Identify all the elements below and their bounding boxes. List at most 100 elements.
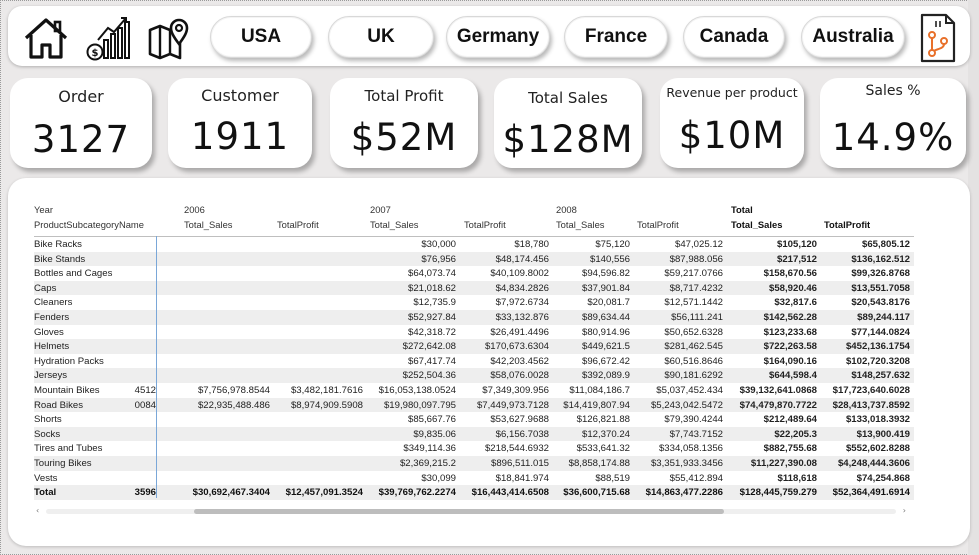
cell-s07: $16,053,138.0524 — [378, 385, 456, 396]
cell-p08: $14,863,477.2286 — [645, 487, 723, 499]
cell-pt: $99,326.8768 — [851, 268, 910, 280]
cell-st: $158,670.56 — [763, 268, 817, 280]
col-header-profit-2007[interactable]: TotalProfit — [464, 219, 506, 230]
cell-s06: $30,692,467.3404 — [192, 487, 270, 499]
finance-chart-icon[interactable]: $ — [84, 14, 132, 62]
cell-p06: $12,457,091.3524 — [285, 487, 363, 499]
row-label: Helmets — [34, 341, 70, 353]
cell-s07: $19,980,097.795 — [383, 399, 456, 411]
table-row[interactable]: Helmets $272,642.08 $170,673.6304 $449,621.… — [34, 339, 914, 354]
cell-s08: $75,120 — [595, 239, 630, 250]
table-row[interactable]: Vests $30,099 $18,841.974 $88,519 $55,412.89… — [34, 471, 914, 486]
col-header-2006[interactable]: 2006 — [184, 204, 205, 215]
col-header-2008[interactable]: 2008 — [556, 204, 577, 215]
kpi-card-customer: Customer 1911 — [168, 78, 312, 168]
country-button-australia[interactable]: Australia — [801, 16, 905, 58]
cell-s07: $30,099 — [421, 472, 456, 484]
cell-p08: $90,181.6292 — [664, 370, 723, 382]
table-row[interactable]: Jerseys $252,504.36 $58,076.0028 $392,089.9… — [34, 368, 914, 383]
cell-p07: $26,491.4496 — [490, 326, 549, 338]
cell-s08: $88,519 — [595, 472, 630, 484]
cell-pt: $89,244.117 — [857, 312, 910, 323]
cell-lead: 0084 — [134, 399, 156, 411]
col-header-total[interactable]: Total — [731, 204, 753, 215]
country-button-germany[interactable]: Germany — [446, 16, 550, 58]
kpi-label: Customer — [201, 86, 279, 105]
table-row[interactable]: Bottles and Cages $64,073.74 $40,109.8002 $… — [34, 266, 914, 281]
right-edge-strip — [968, 0, 979, 555]
scroll-right-arrow-icon[interactable]: › — [902, 506, 906, 515]
cell-s07: $30,000 — [421, 239, 456, 250]
country-button-uk[interactable]: UK — [328, 16, 434, 58]
cell-pt: $452,136.1754 — [845, 341, 910, 353]
table-row[interactable]: Tires and Tubes $349,114.36 $218,544.6932 $… — [34, 441, 914, 456]
cell-s08: $14,419,807.94 — [563, 399, 630, 411]
row-label: Tires and Tubes — [34, 443, 103, 455]
cell-s06: $7,756,978.8544 — [197, 385, 270, 396]
cell-p08: $87,988.056 — [669, 253, 723, 265]
col-header-sales-total[interactable]: Total_Sales — [731, 219, 783, 230]
home-icon[interactable] — [22, 14, 70, 62]
cell-st: $882,755.68 — [763, 443, 817, 455]
col-header-sales-2008[interactable]: Total_Sales — [556, 219, 605, 230]
cell-st: $644,598.4 — [768, 370, 817, 382]
col-header-profit-total[interactable]: TotalProfit — [824, 219, 871, 230]
cell-p08: $47,025.12 — [674, 239, 723, 250]
cell-s06: $22,935,488.486 — [197, 399, 270, 411]
kpi-label: Total Sales — [528, 89, 608, 107]
table-row[interactable]: Hydration Packs $67,417.74 $42,203.4562 $96… — [34, 354, 914, 369]
scroll-thumb[interactable] — [194, 509, 724, 514]
kpi-card-sales-percent: Sales % 14.9% — [820, 78, 966, 168]
cell-p08: $55,412.894 — [669, 472, 723, 484]
col-header-sales-2007[interactable]: Total_Sales — [370, 219, 419, 230]
kpi-label: Order — [58, 87, 104, 106]
row-label: Shorts — [34, 414, 62, 426]
cell-p07: $18,841.974 — [495, 472, 549, 484]
cell-st: $32,817.6 — [774, 297, 817, 309]
table-row[interactable]: Road Bikes 0084 $22,935,488.486 $8,974,909.… — [34, 397, 914, 413]
cell-st: $118,618 — [777, 472, 818, 484]
table-row[interactable]: Shorts $85,667.76 $53,627.9688 $126,821.88 $… — [34, 412, 914, 427]
table-row[interactable]: Touring Bikes $2,369,215.2 $896,511.015 $8,… — [34, 456, 914, 471]
cell-s08: $37,901.84 — [581, 282, 630, 294]
table-total-row[interactable]: Total 3596 $30,692,467.3404 $12,457,091.352… — [34, 485, 914, 500]
cell-st: $142,562.28 — [763, 312, 817, 323]
row-label: Vests — [34, 472, 58, 484]
table-row[interactable]: Caps $21,018.62 $4,834.2826 $37,901.84 $8,71… — [34, 280, 914, 296]
horizontal-scrollbar[interactable]: ‹ › — [34, 506, 908, 516]
kpi-label: Revenue per product — [666, 85, 798, 100]
table-row[interactable]: Fenders $52,927.84 $33,132.876 $89,634.44 $5… — [34, 310, 914, 325]
table-row[interactable]: Mountain Bikes 4512 $7,756,978.8544 $3,482,… — [34, 383, 914, 398]
cell-pt: $102,720.3208 — [845, 355, 910, 367]
kpi-card-order: Order 3127 — [10, 78, 152, 168]
cell-pt: $136,162.512 — [851, 253, 910, 265]
col-header-sales-2006[interactable]: Total_Sales — [184, 219, 233, 230]
cell-st: $722,263.58 — [763, 341, 817, 353]
table-row[interactable]: Gloves $42,318.72 $26,491.4496 $80,914.96 $5… — [34, 325, 914, 340]
cell-s08: $140,556 — [589, 253, 630, 265]
col-header-2007[interactable]: 2007 — [370, 204, 391, 215]
col-header-profit-2006[interactable]: TotalProfit — [277, 219, 319, 230]
kpi-label: Sales % — [865, 83, 921, 99]
cell-st: $105,120 — [776, 239, 817, 250]
cell-st: $128,445,759.279 — [739, 487, 817, 499]
table-row[interactable]: Socks $9,835.06 $6,156.7038 $12,370.24 $7,74… — [34, 426, 914, 442]
cell-p06: $8,974,909.5908 — [290, 399, 363, 411]
country-button-canada[interactable]: Canada — [683, 16, 785, 58]
country-button-usa[interactable]: USA — [210, 16, 312, 58]
cell-s08: $11,084,186.7 — [569, 385, 630, 396]
table-row[interactable]: Cleaners $12,735.9 $7,972.6734 $20,081.7 $12… — [34, 295, 914, 310]
country-button-france[interactable]: France — [564, 16, 668, 58]
table-row[interactable]: Bike Stands $76,956 $48,174.456 $140,556 $87… — [34, 251, 914, 267]
table-row[interactable]: Bike Racks $30,000 $18,780 $75,120 $47,025.1… — [34, 237, 914, 252]
cell-lead: 4512 — [134, 385, 156, 396]
col-header-profit-2008[interactable]: TotalProfit — [637, 219, 679, 230]
cell-p07: $58,076.0028 — [490, 370, 549, 382]
report-file-icon[interactable] — [918, 13, 958, 63]
cell-pt: $148,257.632 — [851, 370, 910, 382]
scroll-left-arrow-icon[interactable]: ‹ — [36, 506, 40, 515]
cell-p08: $3,351,933.3456 — [650, 458, 723, 469]
map-pin-icon[interactable] — [146, 14, 194, 62]
cell-p08: $281,462.545 — [664, 341, 723, 353]
cell-p07: $218,544.6932 — [484, 443, 549, 455]
